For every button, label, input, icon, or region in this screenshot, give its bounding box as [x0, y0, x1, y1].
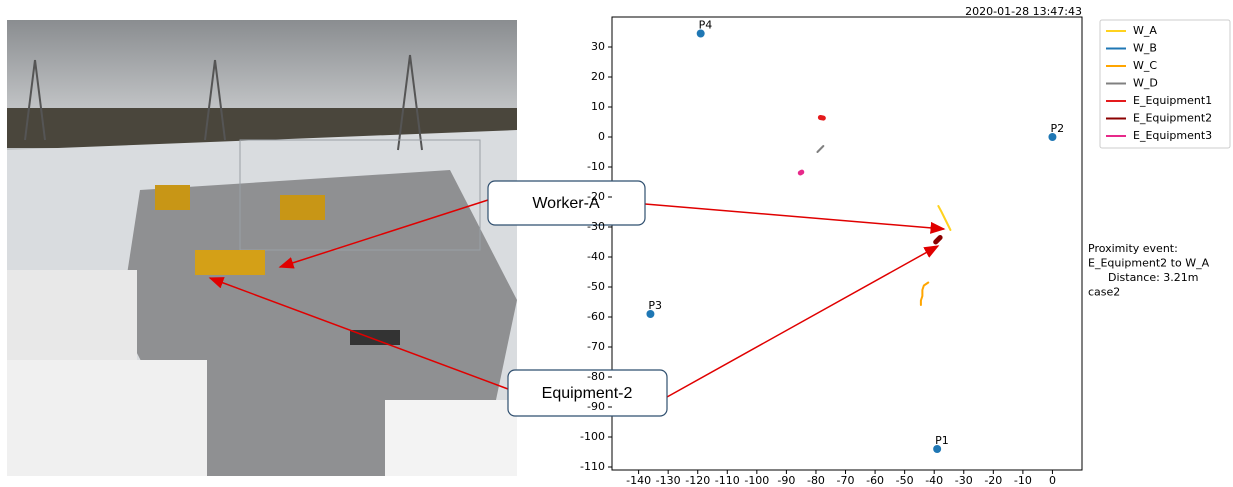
trajectory [933, 235, 943, 245]
arrow [666, 245, 940, 398]
callout-box [487, 180, 646, 226]
callout-box [507, 369, 668, 417]
y-tick-label: -100 [580, 430, 605, 443]
trajectory [937, 205, 952, 231]
x-tick-label: -50 [896, 474, 914, 487]
annotation: Distance: 3.21m [1108, 271, 1199, 284]
trajectory [816, 145, 825, 153]
x-tick-label: -130 [656, 474, 681, 487]
y-tick-label: 0 [598, 130, 605, 143]
x-tick-label: -90 [777, 474, 795, 487]
trajectory [797, 169, 805, 176]
legend-label: E_Equipment2 [1133, 112, 1212, 125]
y-tick-label: -90 [587, 400, 605, 413]
anchor-label: P4 [699, 19, 713, 32]
annotation: Proximity event: [1088, 242, 1178, 255]
callout-label: Equipment-2 [542, 385, 633, 402]
x-tick-label: -20 [984, 474, 1002, 487]
anchor-point [696, 29, 705, 38]
trajectory [919, 281, 930, 306]
x-tick-label: -80 [807, 474, 825, 487]
legend-label: W_B [1133, 42, 1157, 55]
chart-title: 2020-01-28 13:47:43 [965, 5, 1082, 18]
arrow [278, 199, 489, 269]
x-tick-label: -100 [744, 474, 769, 487]
anchor-label: P1 [935, 434, 949, 447]
trajectory [817, 115, 826, 121]
x-tick-label: -140 [626, 474, 651, 487]
anchor-label: P2 [1050, 122, 1064, 135]
annotation: case2 [1088, 286, 1120, 299]
legend-label: E_Equipment3 [1133, 129, 1212, 142]
x-tick-label: -120 [685, 474, 710, 487]
callouts: Worker-A Equipment-2 [208, 180, 946, 417]
y-tick-label: -70 [587, 340, 605, 353]
x-tick-label: -60 [866, 474, 884, 487]
y-tick-label: 30 [591, 40, 605, 53]
x-tick-label: -70 [837, 474, 855, 487]
legend-box [1099, 19, 1231, 149]
y-tick-label: -80 [587, 370, 605, 383]
photo [7, 20, 517, 476]
arrow [644, 203, 946, 234]
x-tick-label: 0 [1049, 474, 1056, 487]
legend-label: W_A [1133, 24, 1157, 37]
anchor-point [933, 445, 942, 453]
y-tick-label: -30 [587, 220, 605, 233]
anchor-point [1048, 133, 1057, 141]
y-tick-label: -10 [587, 160, 605, 173]
y-tick-label: -60 [587, 310, 605, 323]
legend-label: W_D [1133, 77, 1158, 90]
y-tick-label: 10 [591, 100, 605, 113]
legend-label: E_Equipment1 [1133, 94, 1212, 107]
y-tick-label: -20 [587, 190, 605, 203]
x-tick-label: -30 [955, 474, 973, 487]
y-tick-label: -50 [587, 280, 605, 293]
arrow [208, 277, 509, 390]
plot-frame [611, 16, 1083, 471]
x-tick-label: -40 [925, 474, 943, 487]
y-tick-label: 20 [591, 70, 605, 83]
x-tick-label: -10 [1014, 474, 1032, 487]
y-tick-label: -110 [580, 460, 605, 473]
x-tick-label: -110 [715, 474, 740, 487]
annotation: E_Equipment2 to W_A [1088, 257, 1210, 270]
legend-label: W_C [1133, 59, 1157, 72]
anchor-point [646, 310, 655, 318]
anchor-label: P3 [648, 299, 662, 312]
callout-label: Worker-A [532, 195, 600, 212]
y-tick-label: -40 [587, 250, 605, 263]
